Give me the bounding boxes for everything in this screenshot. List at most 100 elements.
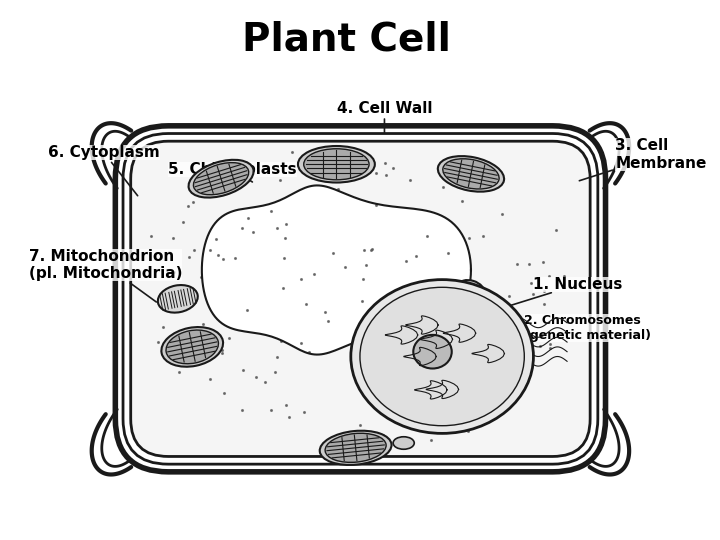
Ellipse shape xyxy=(189,160,253,198)
Point xyxy=(463,233,474,242)
Point xyxy=(283,413,294,421)
Point xyxy=(182,201,194,210)
Point xyxy=(369,332,380,340)
Point xyxy=(329,172,341,181)
Ellipse shape xyxy=(360,287,524,426)
Point xyxy=(379,159,390,167)
Ellipse shape xyxy=(194,163,248,195)
Point xyxy=(309,155,320,164)
Point xyxy=(217,346,228,354)
Point xyxy=(497,210,508,219)
Point xyxy=(477,179,489,187)
Text: 3. Cell
Membrane: 3. Cell Membrane xyxy=(580,138,706,181)
Point xyxy=(464,160,476,169)
Point xyxy=(211,235,222,244)
Ellipse shape xyxy=(413,335,451,368)
Point xyxy=(347,363,359,372)
Point xyxy=(502,356,513,364)
Point xyxy=(370,201,382,210)
Ellipse shape xyxy=(458,280,484,299)
Point xyxy=(157,323,168,332)
Point xyxy=(259,378,271,387)
Ellipse shape xyxy=(298,146,375,183)
Point xyxy=(357,275,369,284)
Point xyxy=(503,292,515,300)
Point xyxy=(422,232,433,240)
Point xyxy=(558,272,570,281)
Ellipse shape xyxy=(161,327,223,367)
Point xyxy=(368,326,379,335)
Text: 5. Chloroplasts: 5. Chloroplasts xyxy=(168,161,297,182)
Point xyxy=(333,185,344,193)
Point xyxy=(327,144,338,152)
Point xyxy=(359,245,370,254)
Point xyxy=(327,248,338,257)
Point xyxy=(265,207,276,215)
Ellipse shape xyxy=(166,330,218,364)
Point xyxy=(482,363,494,372)
Point xyxy=(271,353,283,362)
Point xyxy=(454,380,465,389)
Point xyxy=(453,403,464,412)
Point xyxy=(174,329,186,338)
Point xyxy=(163,248,174,256)
Point xyxy=(216,349,228,357)
Point xyxy=(286,148,297,157)
Point xyxy=(340,262,351,271)
Point xyxy=(251,373,262,381)
Point xyxy=(425,435,436,444)
Point xyxy=(405,287,417,296)
Point xyxy=(443,249,454,258)
Point xyxy=(381,171,392,179)
Point xyxy=(184,253,195,261)
Point xyxy=(440,296,451,305)
Point xyxy=(242,214,253,222)
Point xyxy=(544,340,556,348)
Ellipse shape xyxy=(438,156,504,192)
Point xyxy=(404,395,415,404)
Point xyxy=(420,402,431,411)
Point xyxy=(188,197,199,206)
Point xyxy=(361,261,372,269)
Point xyxy=(404,176,415,184)
Point xyxy=(550,225,562,234)
Point xyxy=(421,349,433,357)
Point xyxy=(237,224,248,233)
Point xyxy=(274,176,286,184)
Point xyxy=(217,255,229,264)
Point xyxy=(419,306,431,314)
Point xyxy=(534,342,546,351)
Point xyxy=(277,284,289,293)
FancyBboxPatch shape xyxy=(131,141,590,456)
Point xyxy=(366,244,377,253)
Ellipse shape xyxy=(158,285,198,313)
Text: 1. Nucleus: 1. Nucleus xyxy=(488,277,623,313)
Point xyxy=(266,406,277,415)
Point xyxy=(537,258,549,266)
Point xyxy=(241,305,253,314)
Point xyxy=(544,272,555,280)
Point xyxy=(248,228,259,237)
Point xyxy=(365,246,377,254)
Point xyxy=(168,268,180,276)
Text: 7. Mitochondrion
(pl. Mitochondria): 7. Mitochondrion (pl. Mitochondria) xyxy=(29,249,182,302)
Point xyxy=(271,224,282,233)
Point xyxy=(499,342,510,350)
Point xyxy=(279,253,290,262)
Point xyxy=(145,232,157,240)
Point xyxy=(356,296,368,305)
Ellipse shape xyxy=(325,433,386,462)
Point xyxy=(295,274,307,283)
Point xyxy=(420,417,431,426)
Text: 4. Cell Wall: 4. Cell Wall xyxy=(337,101,432,133)
Point xyxy=(303,348,315,357)
Point xyxy=(276,337,287,346)
Point xyxy=(196,273,207,281)
Point xyxy=(319,308,330,316)
Point xyxy=(544,343,555,352)
Point xyxy=(204,375,215,383)
Point xyxy=(162,291,174,300)
Point xyxy=(433,379,444,388)
Point xyxy=(236,406,248,414)
Point xyxy=(364,370,376,379)
